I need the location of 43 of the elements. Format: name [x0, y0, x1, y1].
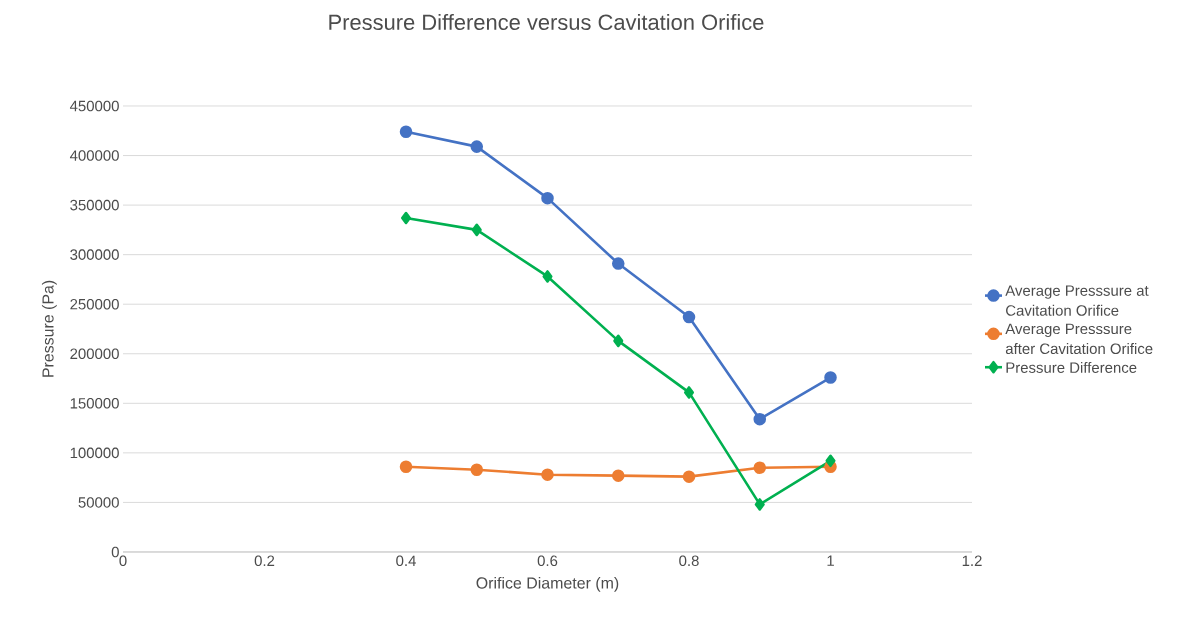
x-tick-label: 1.2 [962, 555, 982, 566]
point [611, 257, 625, 270]
point [753, 412, 767, 426]
point [824, 371, 837, 384]
y-tick-label: 200000 [70, 348, 119, 360]
y-tick-label: 400000 [69, 150, 119, 161]
y-tick-label: 350000 [70, 199, 119, 211]
point [613, 334, 624, 348]
legend-label: Average Presssure at Cavitation Orifice [1005, 285, 1149, 316]
y-axis-title: Pressure (Pa) [41, 280, 57, 377]
point [682, 310, 696, 324]
point [611, 469, 625, 482]
legend-label: Pressure Difference [1006, 361, 1137, 373]
chart-title: Pressure Difference versus Cavitation Orifice [329, 13, 764, 31]
legend-label: Average Presssure after Cavitation Orifice [1005, 323, 1153, 355]
x-tick-label: 0.2 [254, 555, 275, 567]
point [471, 223, 482, 237]
y-tick-label: 300000 [70, 249, 119, 260]
y-tick-label: 250000 [70, 298, 119, 310]
y-tick-label: 450000 [69, 100, 119, 112]
x-tick-label: 1 [827, 555, 834, 566]
y-tick-label: 0 [111, 546, 119, 558]
point [825, 454, 836, 468]
x-tick-label: 0.6 [537, 555, 558, 567]
y-tick-label: 100000 [70, 447, 119, 459]
point [753, 461, 767, 475]
point [541, 191, 554, 205]
x-tick-label: 0.8 [679, 555, 699, 567]
point [470, 463, 484, 476]
point [399, 460, 413, 474]
point [542, 270, 553, 283]
point [541, 468, 554, 481]
point [683, 386, 695, 399]
y-tick-label: 150000 [70, 398, 119, 409]
x-axis-title: Orifice Diameter (m) [476, 576, 619, 592]
x-tick-label: 0 [119, 555, 127, 567]
point [682, 470, 696, 483]
point [470, 140, 484, 153]
y-tick-label: 50000 [78, 497, 119, 508]
point [400, 211, 412, 225]
x-tick-label: 0.4 [396, 555, 416, 567]
point [399, 125, 413, 139]
point [754, 498, 765, 511]
